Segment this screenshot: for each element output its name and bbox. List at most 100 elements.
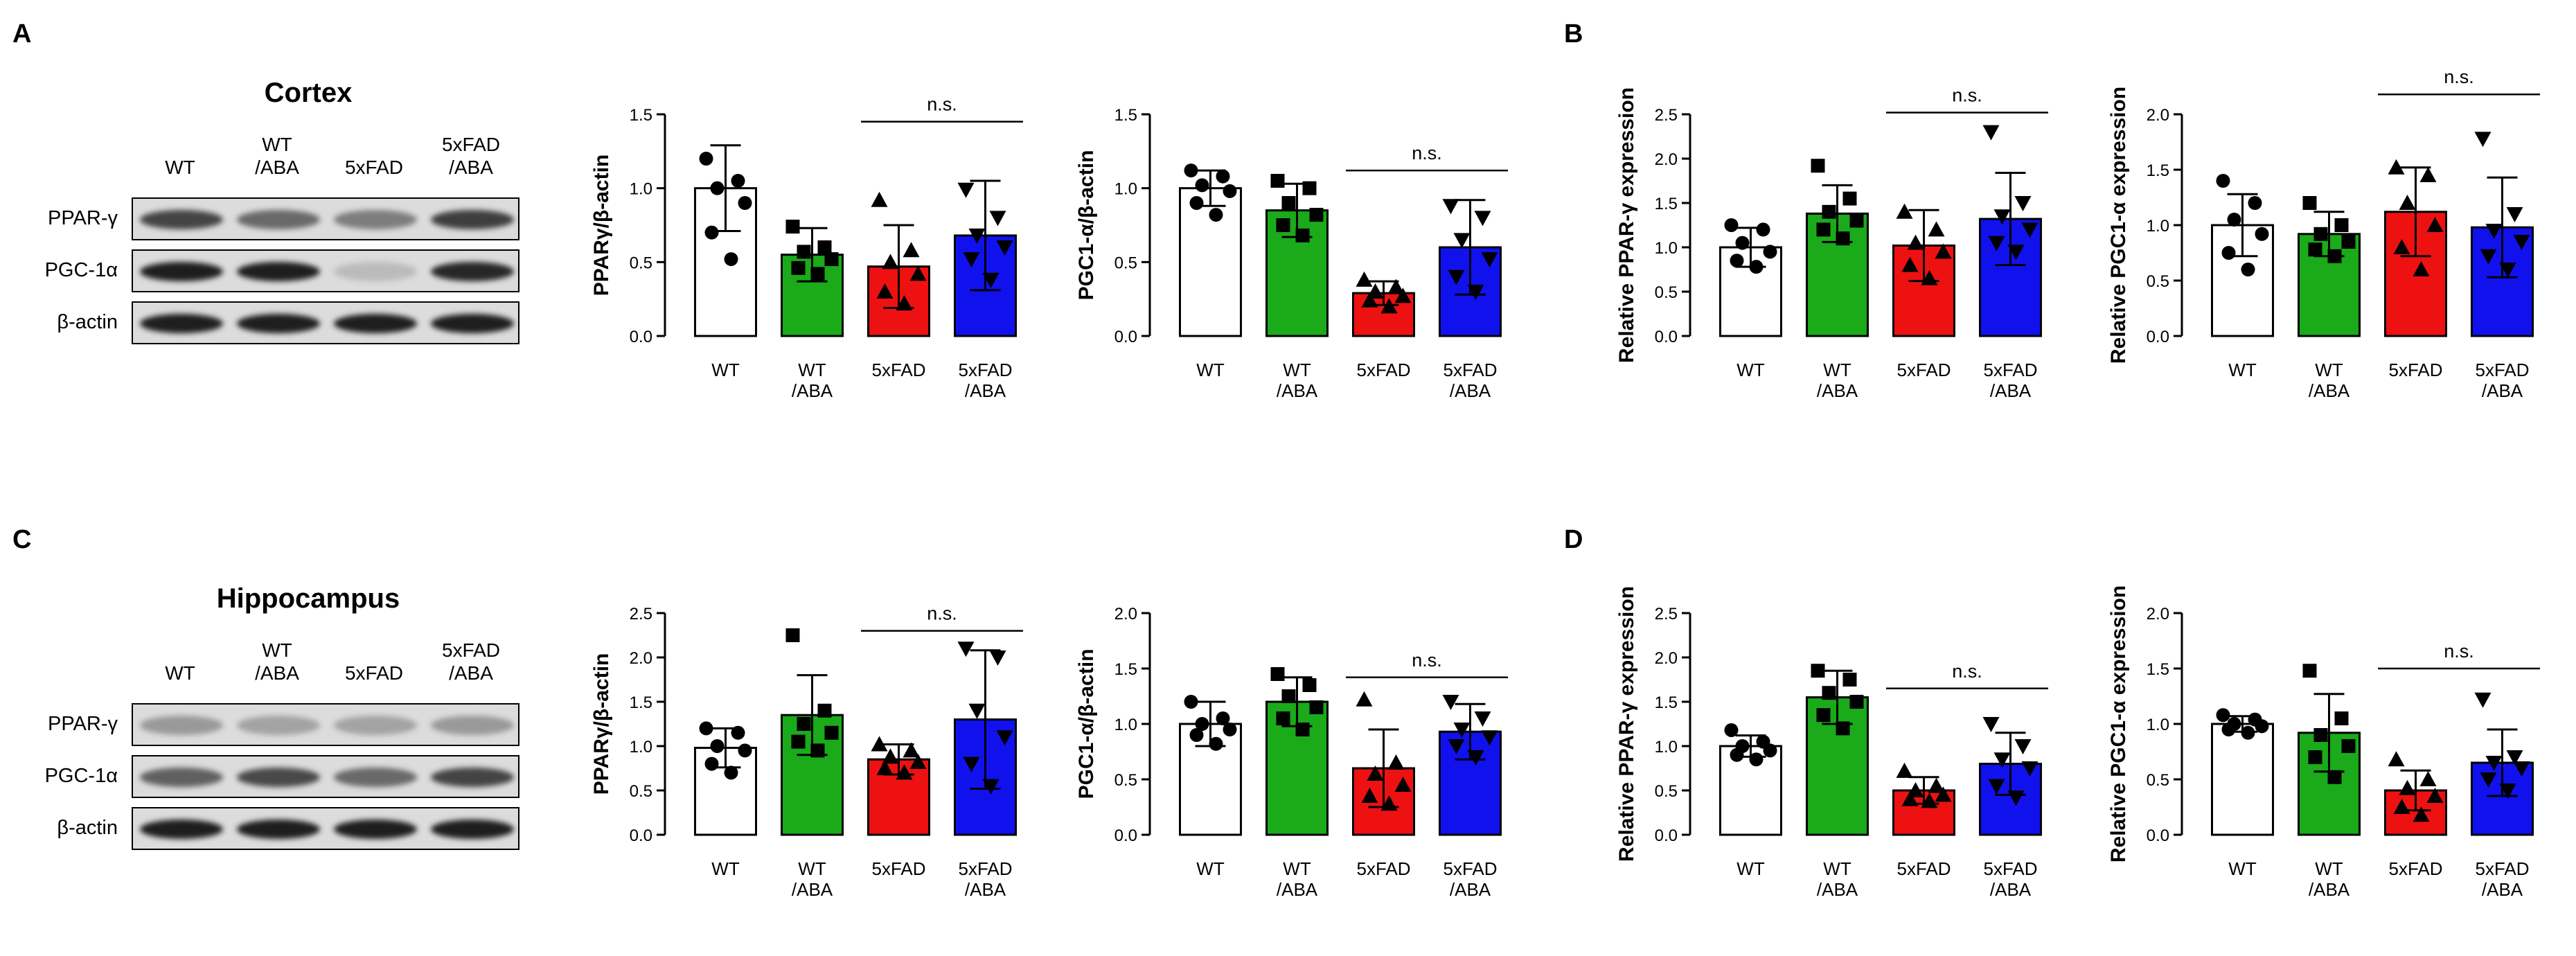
data-point — [2513, 235, 2530, 250]
data-point — [2007, 790, 2025, 806]
y-axis-label: PGC1-α/β-actin — [1075, 649, 1098, 799]
data-point — [1302, 181, 1317, 195]
data-point — [876, 283, 894, 299]
x-tick-label: 5xFAD — [1983, 360, 2037, 380]
blot-band — [140, 314, 223, 333]
data-point — [909, 265, 927, 281]
y-tick-label: 1.0 — [1655, 738, 1678, 756]
x-tick-label: WT — [1196, 360, 1225, 380]
y-axis-label: PGC1-α/β-actin — [1075, 150, 1098, 301]
data-point — [1216, 711, 1230, 725]
x-tick-label: 5xFAD — [958, 858, 1012, 879]
x-tick-label: /ABA — [1277, 380, 1318, 401]
data-point — [2399, 195, 2416, 210]
y-tick-label: 2.0 — [1114, 605, 1137, 623]
data-point — [2393, 239, 2410, 254]
y-tick-label: 0.0 — [630, 328, 652, 346]
data-point — [2426, 217, 2444, 232]
data-point — [738, 743, 752, 758]
x-tick-label: 5xFAD — [1897, 858, 1951, 879]
data-point — [2499, 784, 2516, 799]
data-point — [1928, 777, 1945, 793]
x-tick-label: 5xFAD — [1983, 858, 2037, 879]
data-point — [1811, 159, 1825, 173]
data-point — [1730, 747, 1744, 762]
blot-band — [334, 716, 417, 735]
y-tick-label: 0.0 — [2147, 328, 2169, 346]
data-point — [1448, 739, 1465, 754]
data-point — [1276, 218, 1290, 232]
blot-strip — [132, 249, 519, 292]
blot-band — [431, 210, 514, 229]
blot-lane-label: WT/ABA — [255, 639, 299, 684]
data-point — [1901, 256, 1919, 272]
x-tick-label: 5xFAD — [2475, 858, 2529, 879]
data-point — [2426, 788, 2444, 803]
x-tick-label: 5xFAD — [2388, 858, 2442, 879]
blot-row-label: PPAR-γ — [48, 207, 118, 229]
data-point — [1302, 678, 1317, 692]
x-tick-label: /ABA — [2309, 879, 2350, 900]
data-point — [1281, 689, 1296, 703]
bar — [1719, 745, 1782, 836]
data-point — [1184, 695, 1198, 709]
data-point — [2227, 213, 2241, 227]
data-point — [1276, 711, 1290, 725]
data-point — [2313, 728, 2328, 742]
x-tick-label: 5xFAD — [1356, 858, 1410, 879]
blot-strip — [132, 807, 519, 850]
data-point — [1223, 184, 1237, 198]
data-point — [2474, 692, 2491, 708]
data-point — [2341, 235, 2356, 249]
blot-row-label: PGC-1α — [44, 765, 118, 787]
y-tick-label: 1.0 — [630, 180, 652, 199]
data-point — [724, 765, 738, 780]
data-point — [2485, 756, 2503, 771]
data-point — [2393, 799, 2410, 814]
significance-label: n.s. — [1412, 143, 1442, 163]
x-tick-label: 5xFAD — [1356, 360, 1410, 380]
data-point — [909, 754, 927, 770]
data-point — [1209, 736, 1223, 751]
data-point — [810, 267, 825, 281]
blot-band — [237, 820, 320, 839]
data-point — [1849, 213, 1864, 228]
y-tick-label: 1.5 — [2147, 660, 2169, 679]
data-point — [903, 242, 920, 258]
data-point — [699, 721, 713, 736]
panel-letter-a: A — [12, 19, 32, 48]
data-point — [896, 295, 913, 311]
data-point — [2221, 246, 2236, 260]
data-point — [871, 736, 888, 752]
y-tick-label: 2.0 — [630, 649, 652, 668]
x-tick-label: /ABA — [792, 879, 833, 900]
data-point — [2388, 751, 2405, 767]
data-point — [2388, 159, 2405, 175]
data-point — [2334, 218, 2349, 232]
y-tick-label: 2.5 — [630, 605, 652, 623]
data-point — [1763, 245, 1777, 259]
y-tick-label: 1.0 — [1114, 716, 1137, 734]
data-point — [2248, 196, 2262, 210]
data-point — [982, 272, 1000, 288]
y-tick-label: 0.5 — [630, 254, 652, 272]
x-tick-label: WT — [798, 858, 826, 879]
y-axis-label: Relative PGC1-α expression — [2107, 585, 2130, 862]
data-point — [2308, 242, 2322, 257]
data-point — [1811, 664, 1825, 678]
y-tick-label: 1.5 — [1655, 195, 1678, 213]
blot-band — [431, 314, 514, 333]
y-tick-label: 1.5 — [630, 106, 652, 125]
blot-band — [334, 314, 417, 333]
y-tick-label: 1.0 — [1655, 239, 1678, 258]
data-point — [2308, 750, 2322, 764]
y-tick-label: 1.0 — [2147, 716, 2169, 734]
data-point — [1356, 271, 1373, 287]
blot-strip — [132, 301, 519, 344]
y-tick-label: 1.5 — [2147, 161, 2169, 180]
blot-region-title: Hippocampus — [216, 583, 400, 614]
x-tick-label: WT — [711, 360, 740, 380]
data-point — [1361, 292, 1378, 308]
